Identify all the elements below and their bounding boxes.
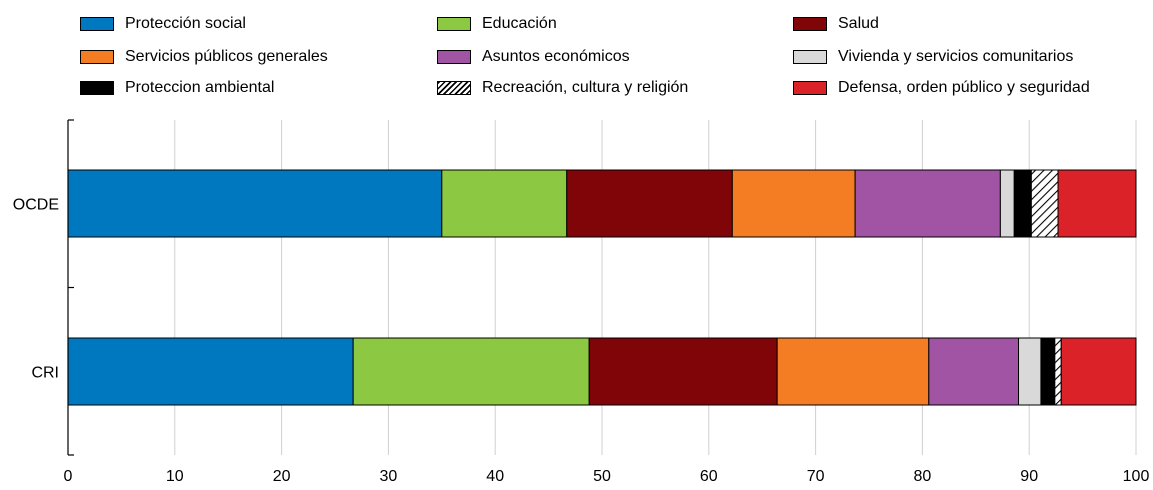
legend-label: Asuntos económicos	[482, 48, 630, 65]
bar-segment	[1013, 169, 1032, 238]
bar-segment	[588, 337, 778, 406]
legend-swatch	[437, 50, 471, 64]
legend-swatch	[80, 81, 114, 95]
legend-label: Vivienda y servicios comunitarios	[838, 48, 1074, 65]
legend-item: Vivienda y servicios comunitarios	[793, 47, 1073, 67]
bar-segment	[352, 337, 590, 406]
y-category-label: CRI	[31, 365, 59, 382]
bars	[67, 169, 1137, 406]
bar-segment	[854, 169, 1001, 238]
legend-label: Proteccion ambiental	[125, 79, 275, 96]
axes	[67, 119, 74, 456]
bar-segment	[566, 169, 733, 238]
legend-label: Defensa, orden público y seguridad	[838, 79, 1090, 96]
x-tick-label: 40	[486, 468, 504, 485]
bar-segment	[928, 337, 1020, 406]
legend-swatch	[437, 17, 471, 31]
legend-item: Asuntos económicos	[437, 47, 630, 67]
bar-segment	[67, 337, 354, 406]
y-category-label: OCDE	[13, 197, 59, 214]
legend-label: Recreación, cultura y religión	[482, 79, 689, 96]
legend-swatch	[793, 81, 827, 95]
legend-item: Recreación, cultura y religión	[437, 78, 688, 98]
legend-item: Protección social	[80, 14, 246, 34]
bar-segment	[1040, 337, 1056, 406]
bar-segment	[67, 169, 443, 238]
x-tick-label: 0	[64, 468, 73, 485]
legend-swatch	[80, 50, 114, 64]
bar-segment	[776, 337, 930, 406]
legend-item: Educación	[437, 14, 557, 34]
bar-segment	[1018, 337, 1042, 406]
x-tick-label: 90	[1020, 468, 1038, 485]
legend-swatch	[793, 17, 827, 31]
bar-segment	[1030, 169, 1059, 238]
legend-label: Educación	[482, 15, 557, 32]
bar-segment	[1060, 337, 1137, 406]
bar-segment	[731, 169, 856, 238]
x-tick-label: 100	[1123, 468, 1150, 485]
bar-segment	[1057, 169, 1137, 238]
x-tick-label: 30	[380, 468, 398, 485]
legend-swatch	[793, 50, 827, 64]
legend-label: Protección social	[125, 15, 246, 32]
legend-item: Defensa, orden público y seguridad	[793, 78, 1090, 98]
bar-segment	[1054, 337, 1062, 406]
x-tick-label: 10	[166, 468, 184, 485]
legend-label: Salud	[838, 15, 879, 32]
x-tick-label: 80	[914, 468, 932, 485]
bar-segment	[441, 169, 568, 238]
bar-segment	[999, 169, 1015, 238]
legend-swatch	[437, 81, 471, 95]
x-tick-label: 60	[700, 468, 718, 485]
x-tick-label: 20	[273, 468, 291, 485]
legend-swatch	[80, 17, 114, 31]
x-tick-label: 50	[593, 468, 611, 485]
x-tick-label: 70	[807, 468, 825, 485]
legend-label: Servicios públicos generales	[125, 48, 328, 65]
legend-item: Servicios públicos generales	[80, 47, 328, 67]
chart-legend: Protección social Educación Salud Servicios…	[0, 0, 1153, 110]
tick-labels: 0 10 20 30 40 50 60 70 80 90 100 OCDE CRI	[13, 197, 1150, 486]
legend-item: Proteccion ambiental	[80, 78, 274, 98]
legend-item: Salud	[793, 14, 879, 34]
